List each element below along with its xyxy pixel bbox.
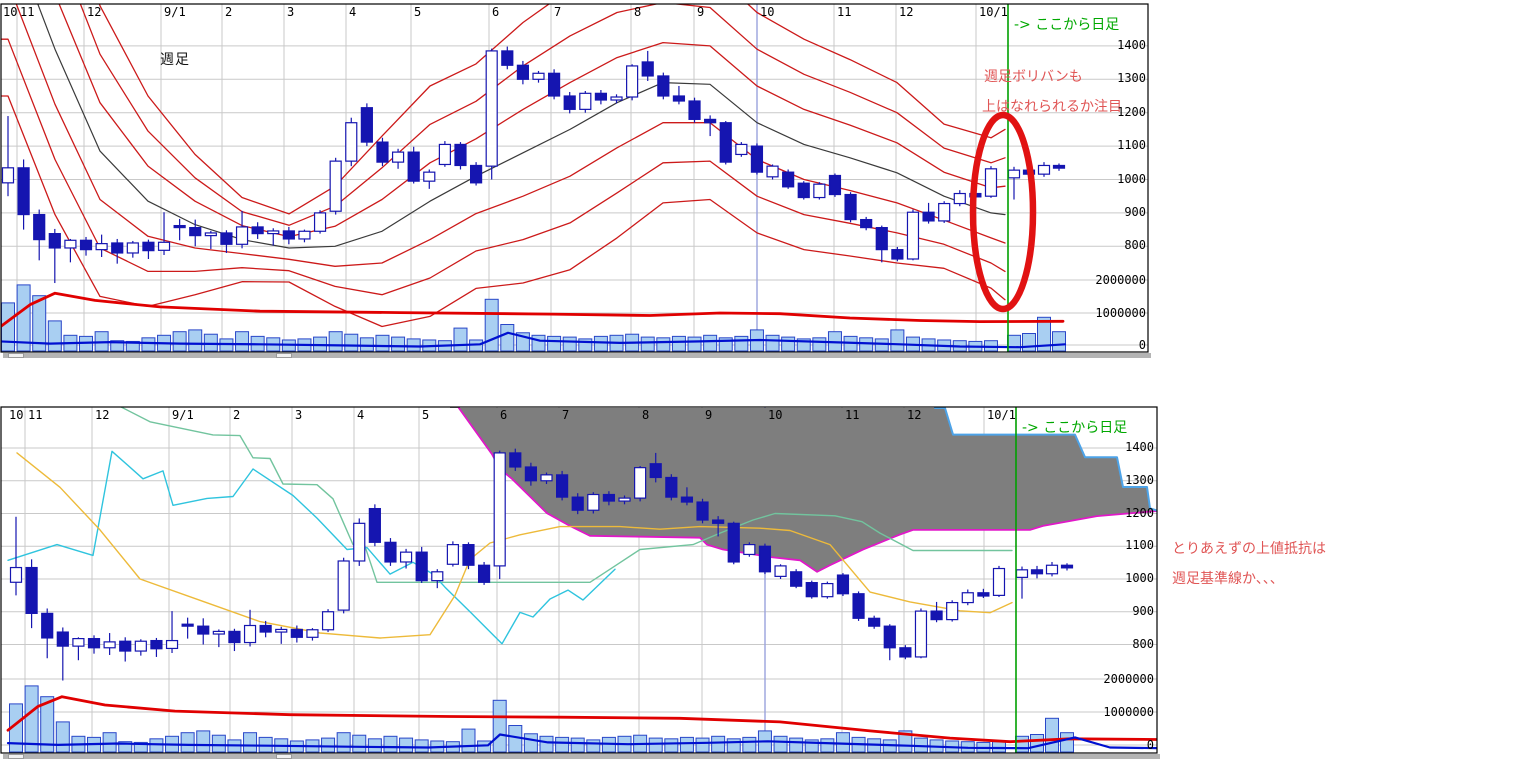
x-axis-month-label: 9/1 — [164, 5, 186, 19]
x-axis-month-label: 2 — [225, 5, 233, 19]
top-green-daily-note: -> ここから日足 — [1014, 17, 1120, 33]
x-axis-month-label: 11 — [837, 5, 852, 19]
volume-axis-label: 0 — [1146, 738, 1154, 752]
price-axis-label: 1400 — [1125, 440, 1154, 454]
x-axis-month-label: 4 — [357, 408, 365, 422]
x-axis-month-label: 8 — [642, 408, 650, 422]
x-axis-month-label: 10 — [3, 5, 18, 19]
x-axis-month-label: 3 — [287, 5, 295, 19]
bottom-red-note-line1: とりあえずの上値抵抗は — [1172, 541, 1326, 557]
x-axis-month-label: 5 — [422, 408, 430, 422]
bottom-green-daily-note: -> ここから日足 — [1022, 420, 1128, 436]
x-axis-month-label: 10 — [9, 408, 24, 422]
x-axis-month-label: 10/1 — [987, 408, 1016, 422]
top-chart-shadow — [3, 353, 1151, 358]
x-axis-month-label: 7 — [554, 5, 562, 19]
bottom-red-note-line2: 週足基準線か、、、 — [1172, 571, 1284, 587]
x-axis-month-label: 11 — [845, 408, 860, 422]
splitter-handle[interactable] — [8, 353, 24, 358]
x-axis-month-label: 10 — [760, 5, 775, 19]
splitter-handle[interactable] — [276, 754, 292, 759]
x-axis-month-label: 11 — [20, 5, 35, 19]
x-axis-month-label: 8 — [634, 5, 642, 19]
x-axis-month-label: 9/1 — [172, 408, 194, 422]
price-axis-label: 1100 — [1125, 538, 1154, 553]
x-axis-month-label: 10 — [768, 408, 783, 422]
x-axis-month-label: 5 — [414, 5, 422, 19]
weekly-ichimoku-chart[interactable] — [0, 396, 1160, 754]
price-axis-label: 1100 — [1117, 138, 1146, 153]
x-axis-month-label: 12 — [899, 5, 914, 19]
weekly-chart-label: 週足 — [160, 52, 190, 68]
bottom-chart-shadow — [3, 754, 1160, 759]
x-axis-month-label: 12 — [87, 5, 102, 19]
top-red-note-line1: 週足ボリバンも — [984, 69, 1083, 85]
price-axis-label: 900 — [1132, 603, 1154, 618]
weekly-bollinger-chart[interactable] — [0, 0, 1149, 353]
x-axis-month-label: 11 — [28, 408, 43, 422]
splitter-handle[interactable] — [276, 353, 292, 358]
x-axis-month-label: 2 — [233, 408, 241, 422]
x-axis-month-label: 12 — [907, 408, 922, 422]
x-axis-month-label: 12 — [95, 408, 110, 422]
x-axis-month-label: 10/1 — [979, 5, 1008, 19]
price-axis-label: 1300 — [1125, 472, 1154, 487]
x-axis-month-label: 6 — [492, 5, 500, 19]
x-axis-month-label: 3 — [295, 408, 303, 422]
top-red-note-line2: 上はなれられるか注目 — [982, 99, 1122, 115]
price-axis-label: 1000 — [1117, 171, 1146, 186]
x-axis-month-label: 4 — [349, 5, 357, 19]
price-axis-label: 1200 — [1117, 104, 1146, 119]
x-axis-month-label: 6 — [500, 408, 508, 422]
splitter-handle[interactable] — [8, 754, 24, 759]
volume-axis-label: 1000000 — [1103, 705, 1154, 719]
price-axis-label: 1200 — [1125, 505, 1154, 520]
volume-axis-label: 2000000 — [1095, 273, 1146, 287]
x-axis-month-label: 9 — [697, 5, 705, 19]
price-axis-label: 1400 — [1117, 37, 1146, 52]
volume-axis-label: 1000000 — [1095, 306, 1146, 320]
price-axis-label: 1000 — [1125, 571, 1154, 585]
x-axis-month-label: 9 — [705, 408, 713, 422]
price-axis-label: 800 — [1132, 636, 1154, 651]
volume-axis-label: 0 — [1138, 338, 1146, 352]
x-axis-month-label: 7 — [562, 408, 570, 422]
price-axis-label: 800 — [1124, 238, 1146, 253]
volume-axis-label: 2000000 — [1103, 672, 1154, 686]
price-axis-label: 1300 — [1117, 71, 1146, 86]
price-axis-label: 900 — [1124, 204, 1146, 219]
